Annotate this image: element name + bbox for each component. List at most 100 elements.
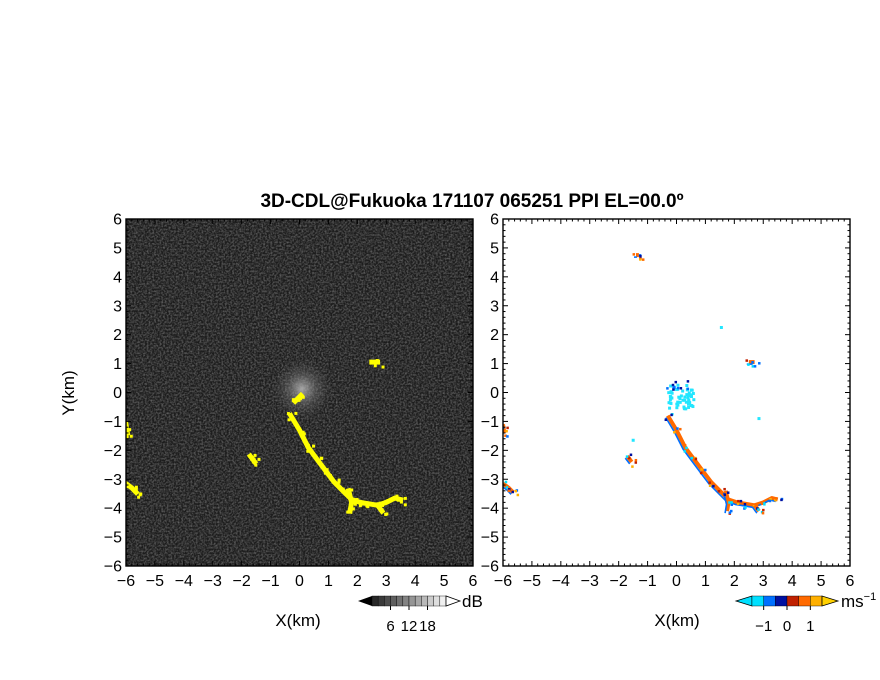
- y-tick-label: −6: [104, 559, 122, 576]
- x-tick-label: 1: [324, 573, 333, 590]
- echo-pixel: [381, 365, 385, 369]
- velocity-pixel: [700, 468, 703, 471]
- colorbar-cell: [427, 595, 434, 607]
- cyan-echo-pixel: [685, 393, 689, 397]
- echo-pixel: [403, 503, 407, 507]
- cyan-echo-pixel: [687, 400, 691, 404]
- x-tick-label: 3: [382, 573, 391, 590]
- cyan-echo-pixel: [668, 398, 672, 402]
- y-tick-label: 4: [490, 269, 499, 286]
- x-tick-label: −1: [261, 573, 279, 590]
- echo-pixel: [347, 490, 351, 494]
- cyan-echo-pixel: [676, 383, 680, 387]
- velocity-pixel: [508, 488, 511, 491]
- echo-pixel: [395, 494, 399, 498]
- cyan-echo-pixel: [677, 395, 681, 399]
- reflectivity-colorbar-unit: dB: [462, 592, 483, 611]
- echo-pixel: [250, 457, 254, 461]
- echo-pixel: [320, 456, 324, 460]
- y-tick-label: 5: [113, 240, 122, 257]
- y-tick-label: 3: [490, 298, 499, 315]
- y-tick-label: 6: [113, 212, 122, 229]
- x-tick-label: 3: [759, 573, 768, 590]
- echo-pixel: [325, 468, 329, 472]
- colorbar-cell: [810, 595, 823, 607]
- cyan-echo-pixel: [692, 398, 696, 402]
- chart-title: 3D-CDL@Fukuoka 171107 065251 PPI EL=00.0…: [260, 191, 683, 212]
- velocity-pixel: [504, 480, 508, 484]
- colorbar-tick-label: −1: [755, 618, 772, 635]
- velocity-pixel: [690, 456, 694, 460]
- echo-pixel: [379, 501, 383, 505]
- cyan-speck: [631, 438, 635, 442]
- velocity-pixel: [699, 471, 703, 475]
- y-tick-label: −1: [481, 414, 499, 431]
- echo-pixel: [371, 360, 375, 364]
- x-tick-label: −4: [552, 573, 570, 590]
- velocity-pixel: [686, 387, 690, 391]
- echo-pixel: [252, 457, 256, 461]
- velocity-pixel: [762, 508, 765, 512]
- echo-pixel: [383, 501, 387, 505]
- echo-pixel: [301, 430, 305, 434]
- echo-pixel: [294, 411, 298, 415]
- cyan-echo-pixel: [670, 391, 674, 395]
- velocity-pixel: [625, 455, 629, 458]
- colorbar-cell: [377, 595, 385, 607]
- velocity-pixel: [639, 258, 642, 261]
- ground-clutter-center: [272, 359, 332, 419]
- velocity-pixel: [664, 418, 668, 422]
- echo-pixel: [385, 512, 389, 516]
- y-tick-label: 1: [113, 356, 122, 373]
- velocity-pixel: [506, 435, 509, 438]
- cyan-echo-pixel: [678, 400, 682, 404]
- echo-pixel: [129, 434, 133, 438]
- velocity-pixel: [730, 501, 733, 504]
- cyan-echo-pixel: [679, 394, 683, 398]
- x-tick-label: 6: [469, 573, 478, 590]
- cyan-echo-pixel: [675, 388, 679, 392]
- velocity-pixel: [780, 498, 783, 502]
- velocity-pixel: [763, 503, 766, 506]
- y-tick-label: −2: [104, 443, 122, 460]
- echo-pixel: [298, 427, 302, 431]
- x-tick-label: 2: [730, 573, 739, 590]
- echo-pixel: [384, 500, 388, 504]
- y-tick-label: 2: [113, 327, 122, 344]
- y-tick-label: 1: [490, 356, 499, 373]
- velocity-pixel: [730, 509, 733, 513]
- velocity-pixel: [723, 487, 726, 491]
- y-tick-label: 0: [490, 385, 499, 402]
- cyan-echo-pixel: [686, 396, 690, 400]
- echo-pixel: [287, 418, 291, 422]
- echo-pixel: [366, 505, 370, 509]
- velocity-pixel: [769, 497, 772, 501]
- colorbar-cell: [402, 595, 410, 607]
- velocity-pixel: [500, 487, 503, 490]
- echo-pixel: [375, 359, 379, 363]
- echo-pixel: [302, 432, 306, 436]
- y-tick-label: 4: [113, 269, 122, 286]
- y-tick-label: −5: [104, 530, 122, 547]
- velocity-pixel: [511, 490, 514, 494]
- velocity-pixel: [726, 491, 730, 494]
- cyan-echo-pixel: [681, 398, 685, 402]
- echo-pixel: [338, 485, 342, 489]
- colorbar-cell: [439, 595, 447, 607]
- velocity-pixel: [516, 493, 520, 497]
- cyan-echo-pixel: [681, 389, 685, 393]
- cyan-echo-pixel: [689, 388, 693, 392]
- echo-pixel: [373, 364, 377, 368]
- x-tick-label: 5: [440, 573, 449, 590]
- velocity-pixel: [627, 456, 631, 460]
- echo-pixel: [355, 497, 359, 501]
- cyan-echo-pixel: [683, 395, 687, 399]
- echo-pixel: [386, 499, 390, 503]
- velocity-pixel: [761, 511, 765, 515]
- velocity-panel: −6 −5 −4 −3 −2 −1 0 1 2 3 4 5 6 −6 −5 −4 −3 −2 −1 0 1 2 3 4 5 6 X…: [481, 212, 855, 631]
- colorbar-cell: [414, 595, 422, 607]
- velocity-pixel: [723, 493, 727, 496]
- cyan-echo-pixel: [669, 401, 673, 405]
- velocity-pixel: [753, 365, 757, 368]
- colorbar-min-arrow: [734, 595, 753, 607]
